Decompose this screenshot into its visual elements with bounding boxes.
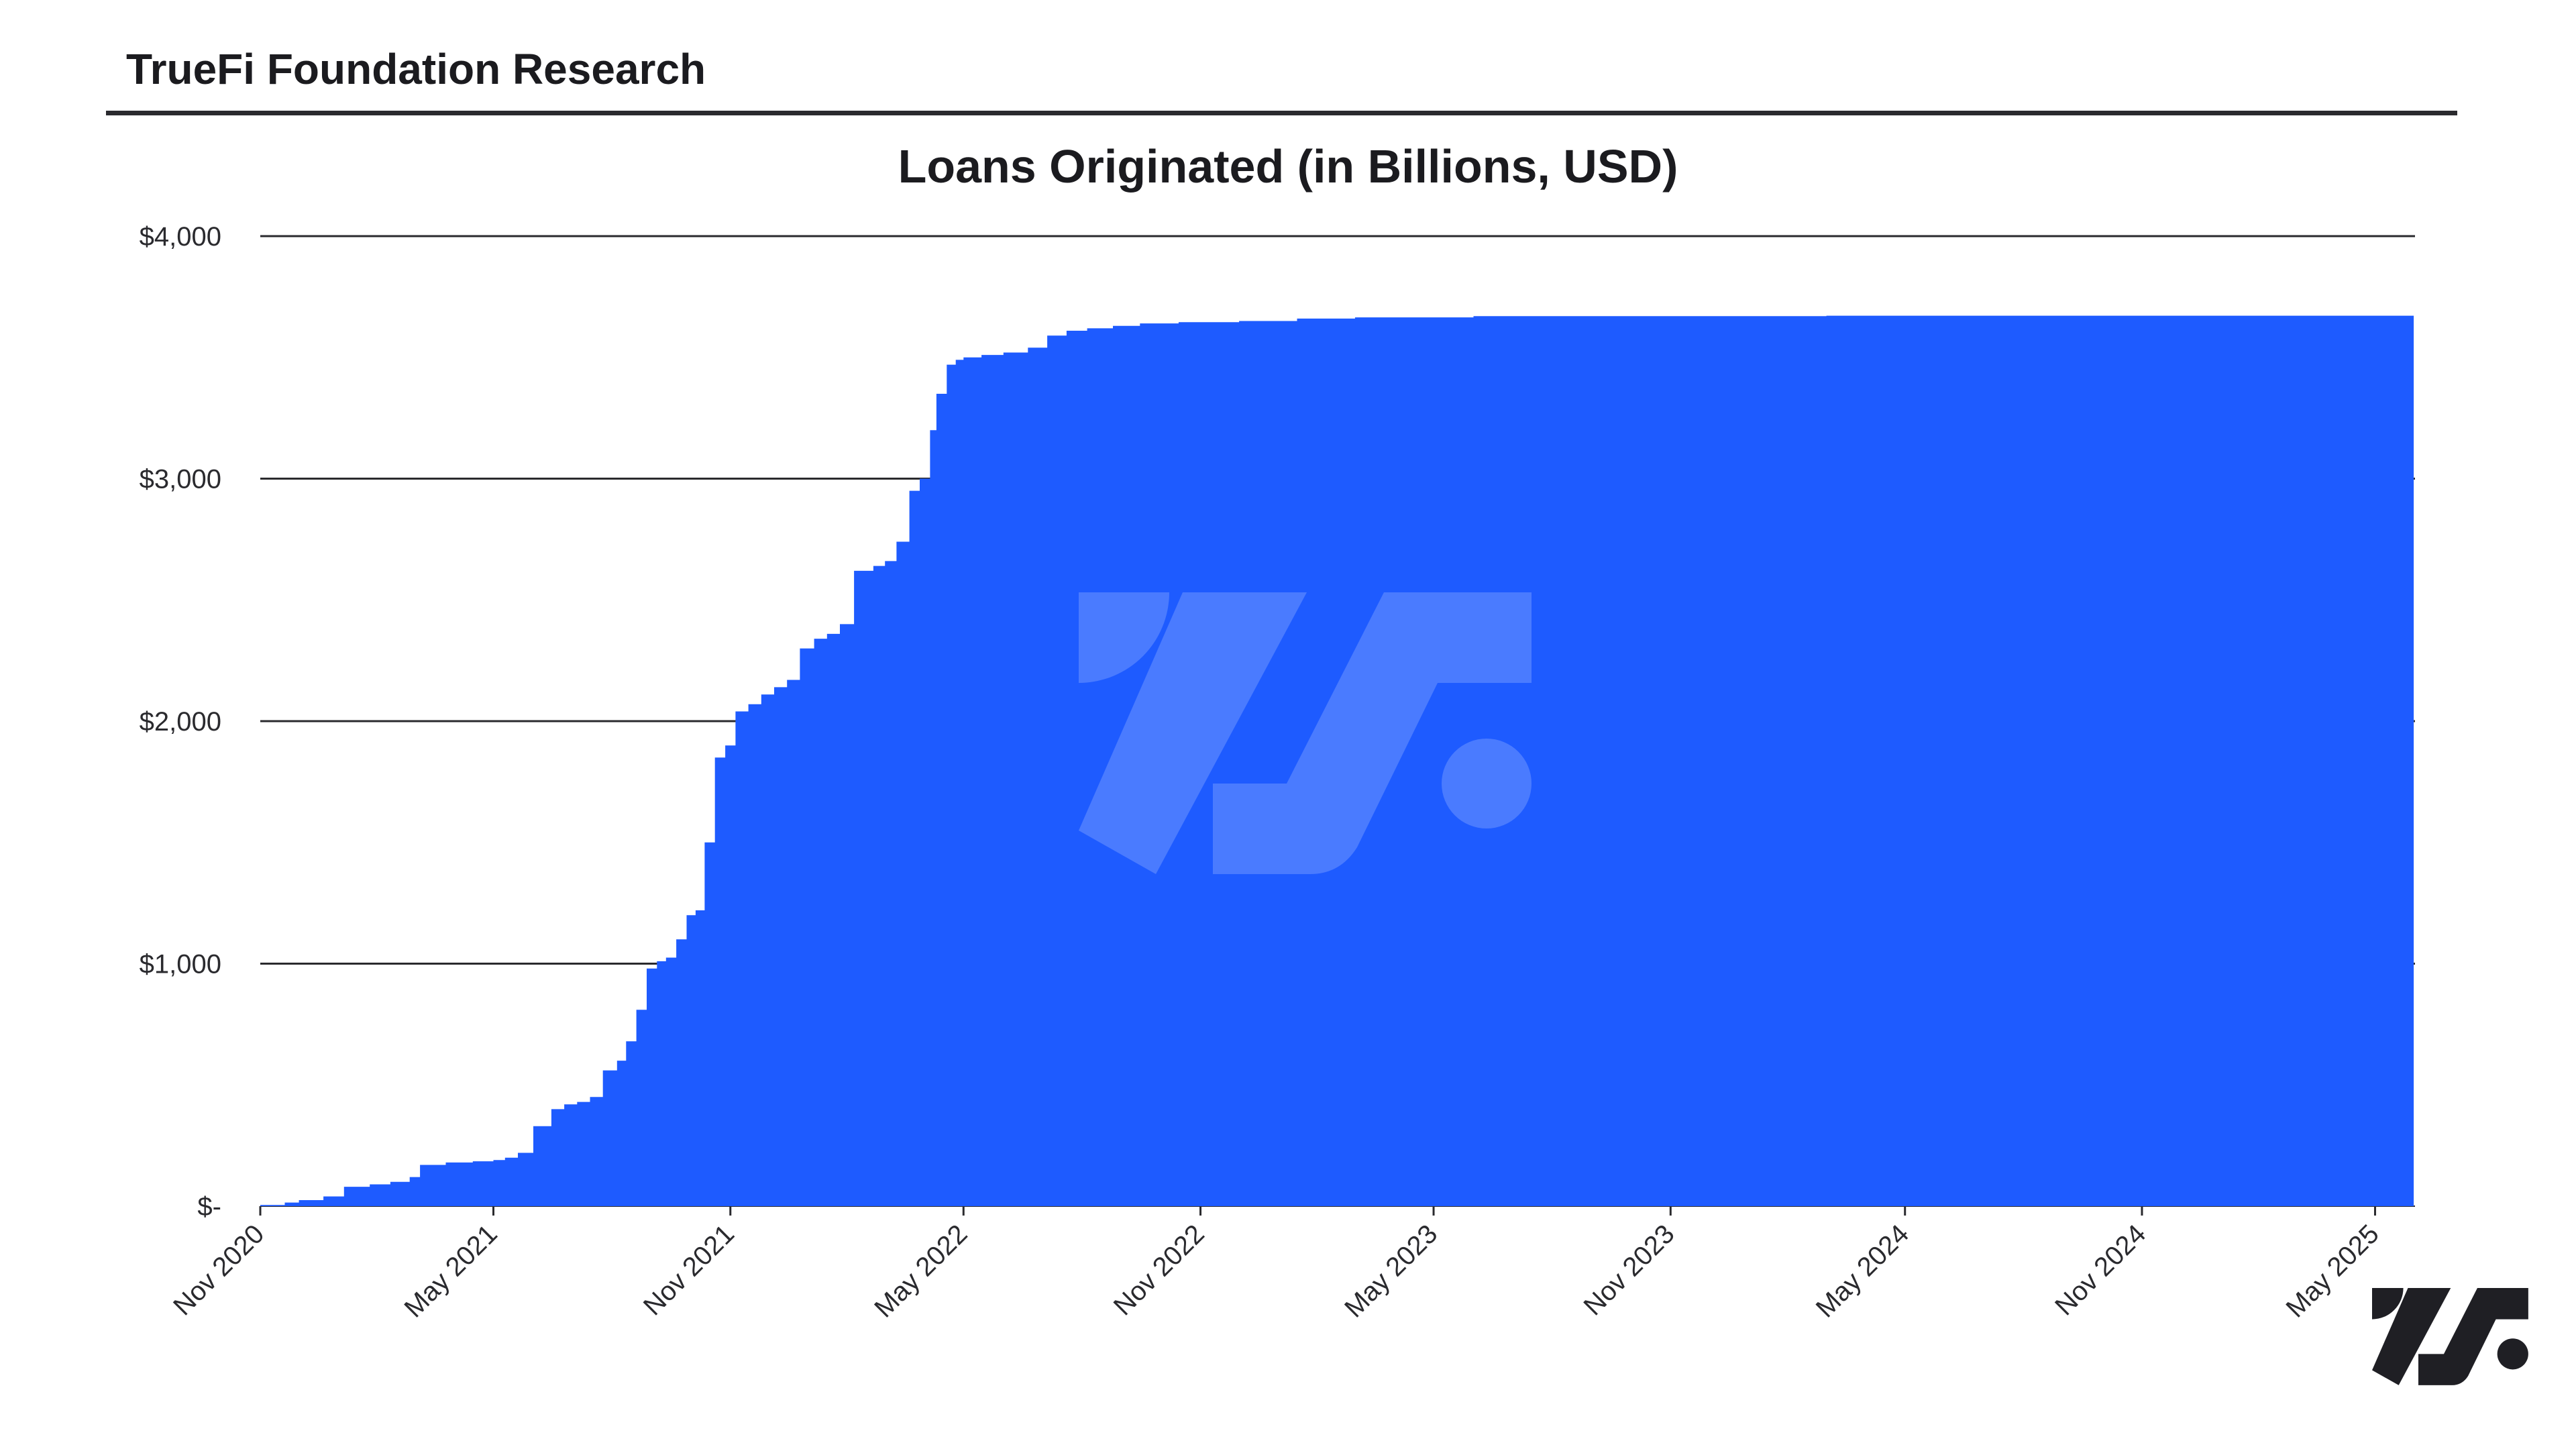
logo-s-shape — [1213, 592, 1532, 874]
x-tick-label-0: Nov 2020 — [168, 1219, 270, 1321]
x-tick-label-8: Nov 2024 — [2049, 1219, 2151, 1321]
chart-title: Loans Originated (in Billions, USD) — [898, 140, 1678, 193]
logo-quote-shape — [1079, 592, 1169, 683]
y-tick-label-2: $2,000 — [140, 707, 221, 737]
x-tick-label-5: May 2023 — [1339, 1219, 1443, 1323]
y-tick-label-0: $- — [197, 1192, 221, 1222]
x-tick-label-1: May 2021 — [399, 1219, 503, 1323]
x-tick-label-7: May 2024 — [1811, 1219, 1915, 1323]
y-tick-label-4: $4,000 — [140, 222, 221, 252]
y-axis-labels: $- $1,000 $2,000 $3,000 $4,000 — [140, 222, 221, 1222]
logo-quote-shape — [2372, 1288, 2404, 1320]
truefi-logo-icon — [2372, 1288, 2528, 1385]
x-tick-label-2: Nov 2021 — [638, 1219, 740, 1321]
truefi-logo-icon — [1079, 592, 1532, 874]
logo-s-shape — [2418, 1288, 2528, 1385]
brand-title: TrueFi Foundation Research — [126, 45, 706, 93]
header-divider — [106, 111, 2457, 115]
x-tick-label-6: Nov 2023 — [1578, 1219, 1680, 1321]
logo-dot-shape — [1442, 739, 1532, 828]
y-tick-label-1: $1,000 — [140, 950, 221, 979]
x-tick-label-3: May 2022 — [869, 1219, 973, 1323]
logo-dot-shape — [2497, 1338, 2528, 1370]
x-axis-ticks — [259, 1206, 2376, 1216]
x-tick-label-4: Nov 2022 — [1108, 1219, 1210, 1321]
logo-slash-shape — [1079, 592, 1307, 874]
x-axis-labels: Nov 2020 May 2021 Nov 2021 May 2022 Nov 2022… — [168, 1219, 2385, 1323]
y-tick-label-3: $3,000 — [140, 465, 221, 494]
logo-slash-shape — [2372, 1288, 2451, 1385]
